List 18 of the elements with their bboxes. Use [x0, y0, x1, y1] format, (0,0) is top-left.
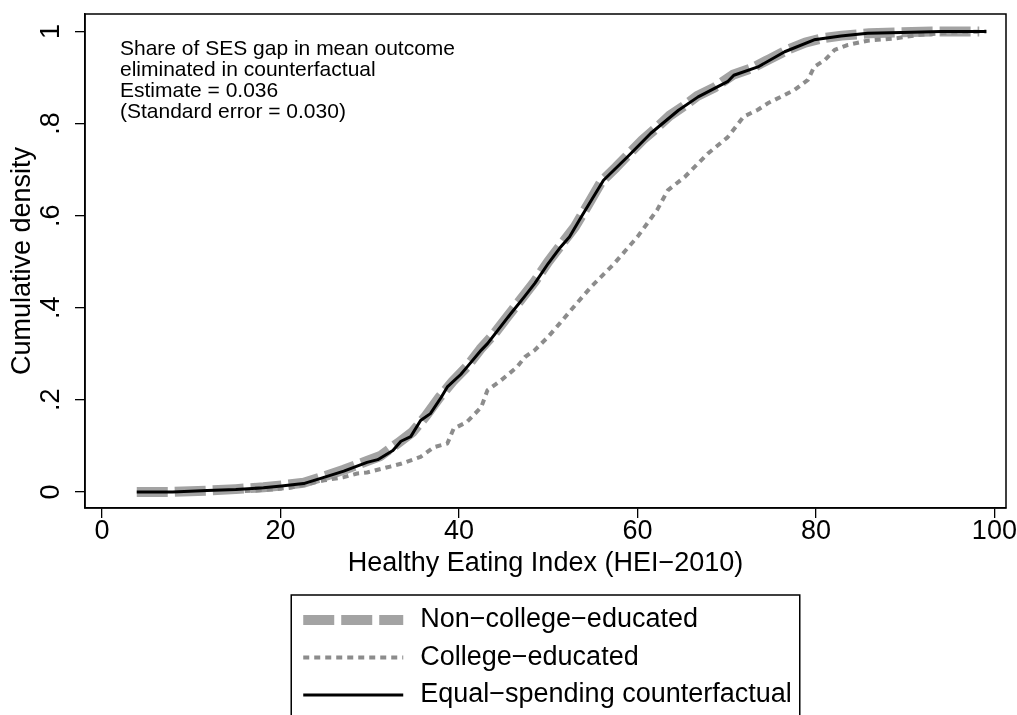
x-tick-label: 100: [971, 514, 1017, 545]
x-tick-label: 60: [622, 514, 653, 545]
x-tick-label: 40: [443, 514, 474, 545]
x-tick-label: 0: [94, 514, 110, 545]
y-tick-label: .8: [35, 112, 66, 135]
x-tick-label: 20: [265, 514, 296, 545]
y-tick-label: .4: [35, 296, 66, 319]
x-tick-label: 80: [800, 514, 831, 545]
legend-label: Equal−spending counterfactual: [420, 678, 792, 709]
x-axis-title: Healthy Eating Index (HEI−2010): [347, 546, 744, 577]
legend-label: Non−college−educated: [420, 603, 698, 634]
y-tick-label: 0: [35, 484, 66, 500]
annotation: Share of SES gap in mean outcome eliminated in counterfactual Estimate = 0.036 (Standard error = 0.030): [120, 35, 456, 123]
y-tick-label: .6: [35, 204, 66, 227]
y-axis-title: Cumulative density: [5, 146, 36, 376]
y-tick-label: .2: [35, 388, 66, 412]
y-tick-label: 1: [35, 23, 66, 40]
legend-label: College−educated: [420, 640, 639, 671]
